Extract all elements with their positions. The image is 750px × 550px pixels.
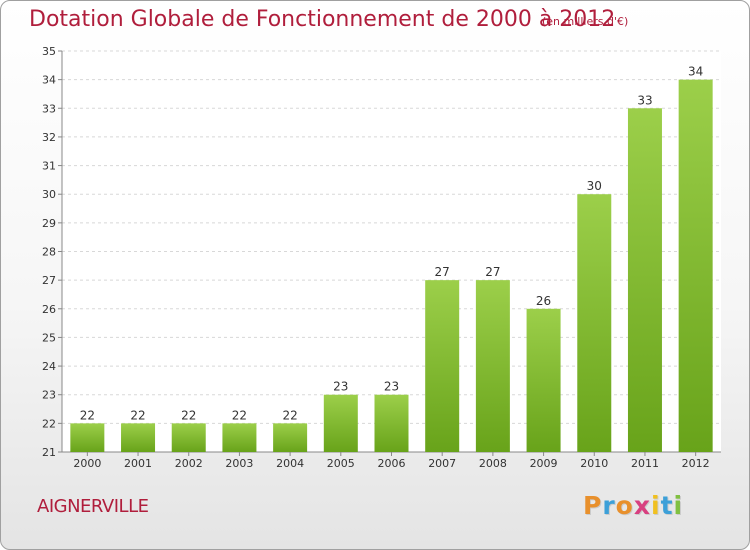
bar-value-label: 23: [384, 380, 399, 394]
commune-name: AIGNERVILLE: [37, 496, 149, 517]
bar-value-label: 22: [80, 408, 95, 422]
bar: [678, 79, 713, 453]
x-tick-label: 2002: [175, 457, 203, 470]
logo-letter: i: [673, 491, 684, 520]
x-tick-label: 2005: [327, 457, 355, 470]
x-tick-label: 2009: [530, 457, 558, 470]
bar: [323, 394, 358, 452]
y-tick-label: 22: [42, 417, 56, 430]
x-tick-label: 2007: [428, 457, 456, 470]
bar: [70, 423, 105, 452]
bar-value-label: 23: [333, 380, 348, 394]
x-tick-label: 2003: [225, 457, 253, 470]
y-tick-label: 32: [42, 131, 56, 144]
x-tick-label: 2006: [378, 457, 406, 470]
bar-value-label: 22: [130, 408, 145, 422]
logo-letter: x: [633, 491, 651, 520]
bar-value-label: 34: [688, 65, 703, 79]
y-tick-label: 31: [42, 160, 56, 173]
bar: [627, 108, 662, 453]
x-tick-label: 2000: [73, 457, 101, 470]
bar-value-label: 22: [232, 408, 247, 422]
bar-value-label: 26: [536, 294, 551, 308]
bar: [374, 394, 409, 452]
y-tick-label: 21: [42, 446, 56, 459]
y-tick-label: 24: [42, 360, 56, 373]
bar-value-label: 33: [637, 93, 652, 107]
y-tick-label: 30: [42, 188, 56, 201]
bar: [171, 423, 206, 452]
proxiti-logo[interactable]: Proxiti: [583, 491, 683, 520]
x-tick-label: 2001: [124, 457, 152, 470]
x-tick-label: 2011: [631, 457, 659, 470]
bar: [475, 280, 510, 452]
bar: [526, 308, 561, 452]
bar: [577, 194, 612, 452]
bar: [425, 280, 460, 452]
bar: [121, 423, 156, 452]
x-tick-label: 2010: [580, 457, 608, 470]
y-tick-label: 34: [42, 74, 56, 87]
y-tick-label: 29: [42, 217, 56, 230]
bar-value-label: 22: [282, 408, 297, 422]
y-tick-label: 25: [42, 331, 56, 344]
bar: [222, 423, 257, 452]
logo-letter: i: [651, 491, 661, 520]
bar-value-label: 22: [181, 408, 196, 422]
y-tick-label: 28: [42, 246, 56, 259]
y-tick-label: 33: [42, 102, 56, 115]
chart-subtitle: (en milliers d'€): [542, 15, 629, 28]
x-tick-label: 2008: [479, 457, 507, 470]
chart-title: Dotation Globale de Fonctionnement de 20…: [29, 7, 616, 32]
bar-value-label: 27: [435, 265, 450, 279]
bar: [273, 423, 308, 452]
x-tick-label: 2012: [682, 457, 710, 470]
bar-value-label: 30: [587, 179, 602, 193]
y-tick-label: 23: [42, 389, 56, 402]
logo-letter: r: [602, 491, 616, 520]
y-tick-label: 26: [42, 303, 56, 316]
logo-letter: o: [615, 491, 634, 520]
y-tick-label: 35: [42, 45, 56, 58]
x-tick-label: 2004: [276, 457, 304, 470]
bar-value-label: 27: [485, 265, 500, 279]
logo-letter: t: [660, 491, 674, 520]
logo-letter: P: [583, 491, 603, 520]
y-tick-label: 27: [42, 274, 56, 287]
